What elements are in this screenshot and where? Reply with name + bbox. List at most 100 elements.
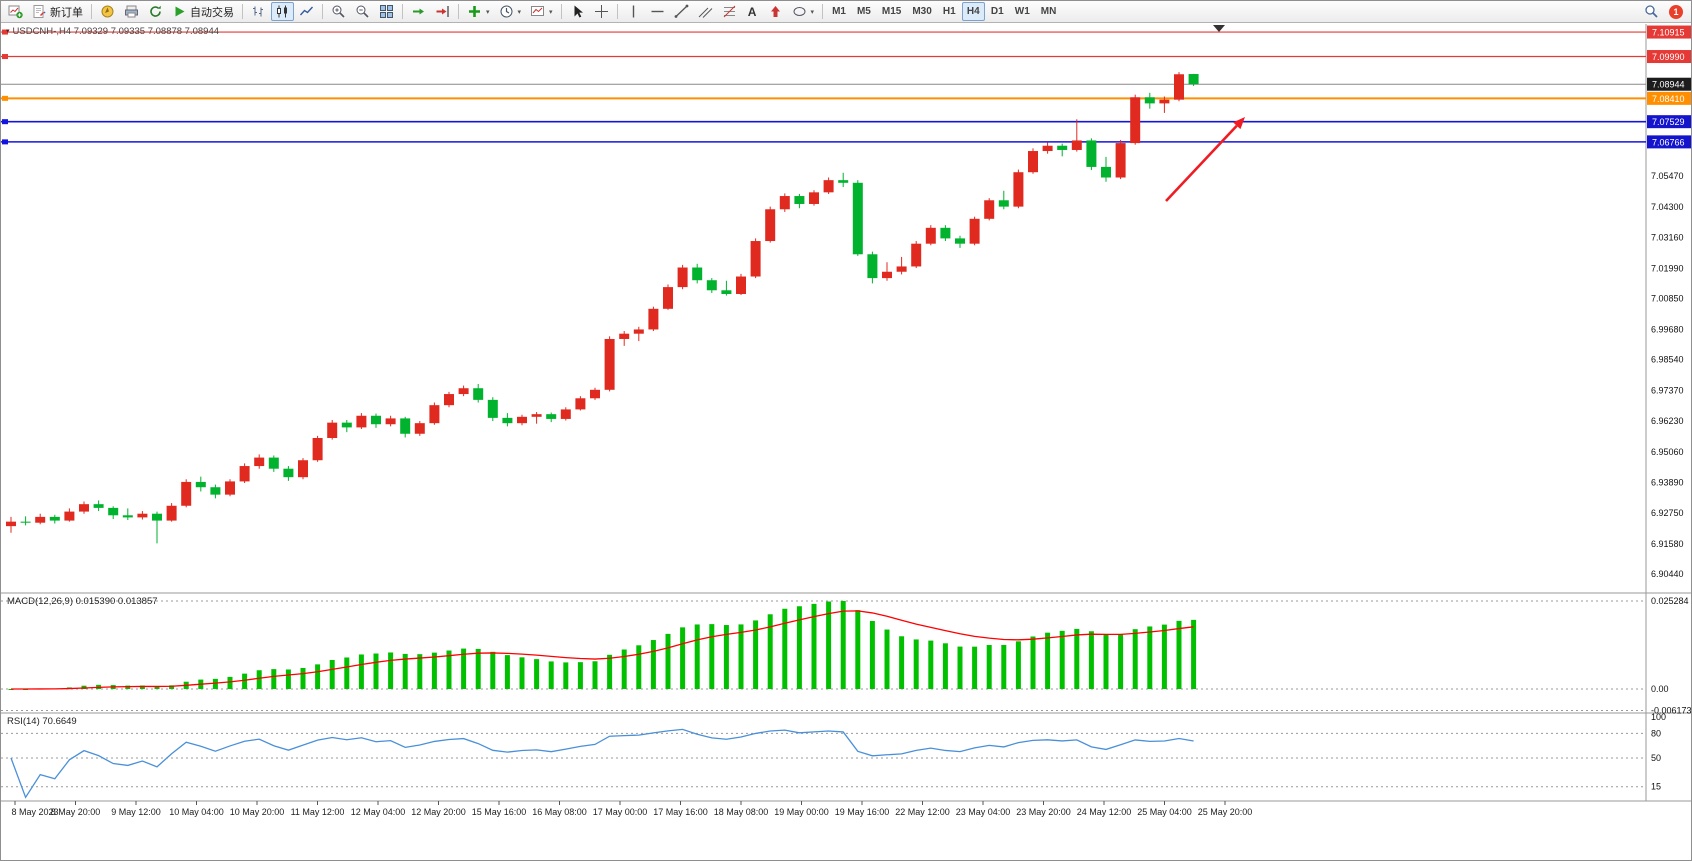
tile-windows-button[interactable]	[375, 2, 398, 21]
line-anchor[interactable]	[2, 139, 8, 145]
line-anchor[interactable]	[2, 29, 8, 35]
candle-body	[6, 521, 16, 527]
price-tick-label: 6.93890	[1651, 478, 1684, 488]
time-axis-label[interactable]: 10 May 20:00	[230, 807, 285, 817]
timeframe-button-m15[interactable]: M15	[881, 6, 902, 17]
candle-body	[1028, 151, 1038, 173]
new-chart-button[interactable]	[4, 2, 27, 21]
vertical-line-icon	[632, 5, 634, 18]
time-axis-label[interactable]: 25 May 04:00	[1137, 807, 1192, 817]
auto-trading-button[interactable]: 自动交易	[168, 2, 238, 21]
macd-histogram-bar	[986, 645, 992, 689]
zoom-out-button[interactable]	[351, 2, 374, 21]
candle-body	[575, 398, 586, 410]
candle-body	[867, 254, 878, 279]
zoom-in-button[interactable]	[327, 2, 350, 21]
shapes-tool[interactable]: ▾	[788, 2, 819, 21]
macd-histogram-bar	[767, 614, 773, 689]
macd-histogram-bar	[315, 664, 321, 689]
line-anchor[interactable]	[2, 54, 8, 60]
candle-body	[254, 457, 265, 467]
candle-body	[940, 227, 951, 239]
time-axis-label[interactable]: 18 May 08:00	[714, 807, 769, 817]
time-axis-label[interactable]: 9 May 12:00	[111, 807, 161, 817]
time-axis-label[interactable]: 19 May 16:00	[835, 807, 890, 817]
text-tool[interactable]: A	[742, 2, 763, 21]
candle-body	[560, 409, 571, 419]
time-axis-label[interactable]: 12 May 04:00	[351, 807, 406, 817]
line-chart-button[interactable]	[295, 2, 318, 21]
macd-histogram-bar	[271, 669, 277, 689]
line-anchor[interactable]	[2, 95, 8, 101]
timeframe-button-w1[interactable]: W1	[1014, 6, 1030, 17]
chart-shift-marker-icon[interactable]	[1213, 25, 1225, 32]
cursor-button[interactable]	[566, 2, 589, 21]
time-axis-label[interactable]: 8 May 2023	[11, 807, 58, 817]
rsi-scale-label: 50	[1651, 753, 1661, 763]
auto-scroll-button[interactable]	[407, 2, 430, 21]
horizontal-line-tool[interactable]	[646, 2, 669, 21]
candle-body	[1144, 97, 1155, 104]
toolbar-separator	[560, 4, 562, 19]
candle-body	[852, 182, 863, 255]
candle-body	[619, 333, 630, 339]
print-button[interactable]	[120, 2, 143, 21]
arrow-label-tool[interactable]	[764, 2, 787, 21]
candle-body	[896, 266, 907, 272]
timeframe-button-h1[interactable]: H1	[942, 6, 956, 17]
timeframe-button-d1[interactable]: D1	[990, 6, 1004, 17]
time-axis-label[interactable]: 12 May 20:00	[411, 807, 466, 817]
ohlc-info-text: USDCNH-,H4 7.09329 7.09335 7.08878 7.089…	[12, 26, 220, 37]
candle-body	[1057, 145, 1068, 150]
timeframe-button-m30[interactable]: M30	[912, 6, 932, 17]
candle-body	[955, 238, 965, 244]
refresh-button[interactable]	[144, 2, 167, 21]
time-axis-label[interactable]: 22 May 12:00	[895, 807, 950, 817]
timeframe-button-m1[interactable]: M1	[832, 6, 846, 17]
annotation-arrow-shaft[interactable]	[1165, 124, 1238, 202]
periods-button[interactable]: ▾	[495, 2, 526, 21]
macd-histogram-bar	[139, 685, 145, 689]
timeframe-button-mn[interactable]: MN	[1040, 6, 1057, 17]
compass-button[interactable]	[96, 2, 119, 21]
new-order-button[interactable]: 新订单	[28, 2, 87, 21]
time-axis-label[interactable]: 10 May 04:00	[169, 807, 224, 817]
price-tag-7.07529	[1647, 115, 1691, 129]
vertical-line-tool[interactable]	[622, 2, 645, 21]
candle-body	[1042, 145, 1053, 152]
price-tick-label: 6.90440	[1651, 569, 1684, 579]
time-axis-label[interactable]: 23 May 04:00	[956, 807, 1011, 817]
macd-histogram-bar	[1176, 620, 1182, 689]
annotation-arrow-head[interactable]	[1233, 117, 1245, 130]
time-axis-label[interactable]: 25 May 20:00	[1198, 807, 1253, 817]
time-axis-label[interactable]: 24 May 12:00	[1077, 807, 1132, 817]
templates-button[interactable]: ▾	[526, 2, 557, 21]
fibonacci-tool[interactable]	[718, 2, 741, 21]
time-axis-label[interactable]: 23 May 20:00	[1016, 807, 1071, 817]
channel-tool[interactable]	[694, 2, 717, 21]
search-button[interactable]	[1640, 2, 1663, 21]
crosshair-button[interactable]	[590, 2, 613, 21]
chart-shift-button[interactable]	[431, 2, 454, 21]
macd-histogram-bar	[1147, 626, 1153, 689]
candlestick-chart-button[interactable]	[271, 2, 294, 21]
price-tag-7.08944	[1647, 77, 1691, 91]
time-axis-label[interactable]: 8 May 20:00	[51, 807, 101, 817]
time-axis-label[interactable]: 11 May 12:00	[291, 807, 345, 817]
notification-badge[interactable]: 1	[1669, 4, 1683, 19]
timeframe-button-h4[interactable]: H4	[961, 2, 985, 21]
timeframe-button-m5[interactable]: M5	[856, 6, 871, 17]
time-axis-label[interactable]: 15 May 16:00	[472, 807, 527, 817]
time-axis-label[interactable]: 17 May 16:00	[653, 807, 708, 817]
bar-chart-button[interactable]	[247, 2, 270, 21]
candle-body	[195, 481, 206, 488]
time-axis-label[interactable]: 19 May 00:00	[774, 807, 829, 817]
macd-histogram-bar	[782, 608, 788, 689]
chart-info-line: ▾ USDCNH-,H4 7.09329 7.09335 7.08878 7.0…	[6, 26, 219, 37]
time-axis-label[interactable]: 16 May 08:00	[532, 807, 587, 817]
time-axis-label[interactable]: 17 May 00:00	[593, 807, 648, 817]
trendline-tool[interactable]	[670, 2, 693, 21]
line-anchor[interactable]	[2, 119, 8, 125]
indicators-button[interactable]: ▾	[463, 2, 494, 21]
